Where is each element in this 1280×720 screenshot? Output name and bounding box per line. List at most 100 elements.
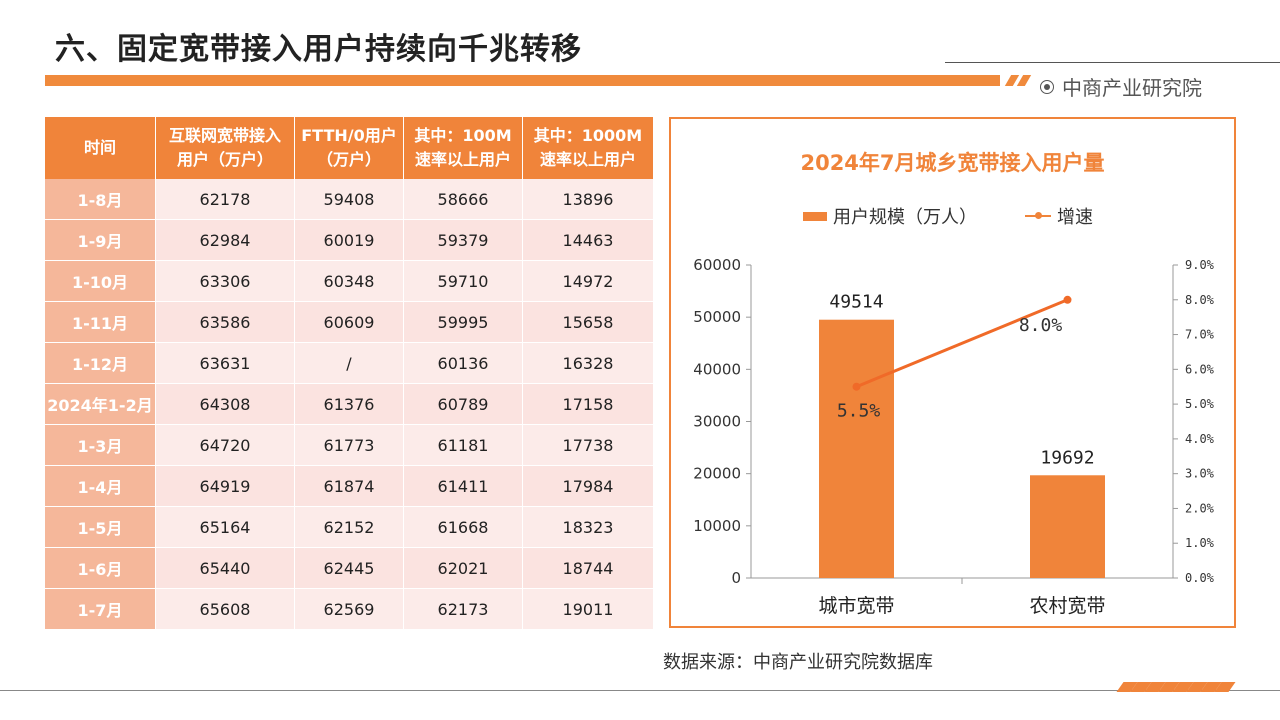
- title-slash: [1016, 75, 1032, 86]
- growth-value-label: 8.0%: [1019, 315, 1063, 336]
- table-cell: 59408: [294, 179, 404, 220]
- row-period: 1-12月: [45, 342, 156, 384]
- table-row: 1-6月 65440 62445 62021 18744: [45, 547, 654, 589]
- table-cell: 58666: [403, 179, 523, 220]
- table-cell: 14463: [522, 219, 654, 261]
- y-tick-label: 20000: [693, 465, 741, 483]
- table-cell: 63586: [155, 301, 295, 343]
- table-cell: 61181: [403, 424, 523, 466]
- bar-value-label: 49514: [829, 292, 883, 313]
- row-period: 1-6月: [45, 547, 156, 589]
- header-1000m-users: 其中：1000M 速率以上用户: [522, 117, 654, 179]
- table-cell: 65164: [155, 506, 295, 548]
- table-cell: 16328: [522, 342, 654, 384]
- y2-tick-label: 6.0%: [1185, 362, 1215, 376]
- table-cell: 61411: [403, 465, 523, 507]
- table-cell: 15658: [522, 301, 654, 343]
- table-cell: 17738: [522, 424, 654, 466]
- table-row: 1-8月 62178 59408 58666 13896: [45, 179, 654, 220]
- table-header-row: 时间 互联网宽带接入 用户（万户） FTTH/0用户 （万户） 其中：100M 速率以…: [45, 117, 654, 179]
- table-cell: 62021: [403, 547, 523, 589]
- chart-panel: 2024年7月城乡宽带接入用户量 用户规模（万人） 增速 0 10000 20000…: [669, 117, 1236, 628]
- table-cell: 59379: [403, 219, 523, 261]
- row-period: 1-11月: [45, 301, 156, 343]
- table-cell: 61773: [294, 424, 404, 466]
- table-cell: 18744: [522, 547, 654, 589]
- table-cell: 61668: [403, 506, 523, 548]
- table-cell: 63631: [155, 342, 295, 384]
- legend-line-swatch: [1025, 212, 1051, 219]
- data-table: 时间 互联网宽带接入 用户（万户） FTTH/0用户 （万户） 其中：100M 速率以…: [45, 117, 654, 630]
- bottom-divider: [0, 690, 1280, 691]
- row-period: 1-7月: [45, 588, 156, 630]
- y-tick-label: 60000: [693, 256, 741, 274]
- y2-tick-label: 4.0%: [1185, 432, 1215, 446]
- table-cell: 17158: [522, 383, 654, 425]
- y-tick-label: 40000: [693, 360, 741, 378]
- table-cell: 64919: [155, 465, 295, 507]
- table-row: 1-12月 63631/60136 16328: [45, 342, 654, 384]
- x-category-label: 城市宽带: [818, 595, 894, 617]
- table-cell: 60789: [403, 383, 523, 425]
- brand-label: 中商产业研究院: [1062, 76, 1202, 100]
- row-period: 1-5月: [45, 506, 156, 548]
- table-cell: 18323: [522, 506, 654, 548]
- row-period: 1-3月: [45, 424, 156, 466]
- table-cell: 14972: [522, 260, 654, 302]
- growth-point: [852, 382, 861, 391]
- brand-logo-icon: [1040, 79, 1054, 94]
- y2-tick-label: 3.0%: [1185, 467, 1215, 481]
- table-row: 1-3月 64720 61773 61181 17738: [45, 424, 654, 466]
- table-row: 1-11月 63586 60609 59995 15658: [45, 301, 654, 343]
- table-cell: /: [294, 342, 404, 384]
- y-tick-label: 50000: [693, 308, 741, 326]
- table-cell: 60348: [294, 260, 404, 302]
- y-tick-label: 30000: [693, 413, 741, 431]
- bar-rural: [1030, 475, 1105, 578]
- table-cell: 61874: [294, 465, 404, 507]
- chart-legend: 用户规模（万人） 增速: [803, 203, 1093, 229]
- row-period: 2024年1-2月: [45, 383, 156, 425]
- table-cell: 61376: [294, 383, 404, 425]
- y2-tick-label: 9.0%: [1185, 258, 1215, 272]
- row-period: 1-10月: [45, 260, 156, 302]
- top-divider: [945, 62, 1280, 63]
- table-row: 1-5月 65164 62152 61668 18323: [45, 506, 654, 548]
- y-tick-label: 10000: [693, 517, 741, 535]
- table-cell: 60609: [294, 301, 404, 343]
- y-tick-label: 0: [731, 569, 741, 587]
- table-cell: 62173: [403, 588, 523, 630]
- title-underline: [45, 75, 1000, 86]
- table-row: 2024年1-2月 64308 61376 60789 17158: [45, 383, 654, 425]
- table-cell: 64308: [155, 383, 295, 425]
- row-period: 1-4月: [45, 465, 156, 507]
- y2-tick-label: 1.0%: [1185, 536, 1215, 550]
- brand: 中商产业研究院: [1040, 72, 1202, 101]
- table-row: 1-10月 63306 60348 59710 14972: [45, 260, 654, 302]
- page-title: 六、固定宽带接入用户持续向千兆转移: [55, 32, 582, 67]
- growth-value-label: 5.5%: [837, 401, 881, 422]
- header-broadband-users: 互联网宽带接入 用户（万户）: [155, 117, 295, 179]
- table-cell: 62984: [155, 219, 295, 261]
- table-cell: 62178: [155, 179, 295, 220]
- table-cell: 62152: [294, 506, 404, 548]
- table-cell: 64720: [155, 424, 295, 466]
- growth-line: [855, 298, 1069, 389]
- row-period: 1-9月: [45, 219, 156, 261]
- chart-title: 2024年7月城乡宽带接入用户量: [800, 151, 1105, 175]
- table-cell: 13896: [522, 179, 654, 220]
- y2-tick-label: 5.0%: [1185, 397, 1215, 411]
- legend-line-label: 增速: [1057, 207, 1093, 228]
- y2-tick-label: 0.0%: [1185, 571, 1215, 585]
- table-cell: 62569: [294, 588, 404, 630]
- growth-point: [1063, 295, 1072, 304]
- table-cell: 17984: [522, 465, 654, 507]
- table-cell: 65608: [155, 588, 295, 630]
- legend-bar-label: 用户规模（万人）: [833, 207, 977, 228]
- legend-bar-swatch: [803, 211, 827, 221]
- table-cell: 65440: [155, 547, 295, 589]
- y2-tick-label: 7.0%: [1185, 328, 1215, 342]
- table-cell: 59710: [403, 260, 523, 302]
- table-cell: 60136: [403, 342, 523, 384]
- table-cell: 59995: [403, 301, 523, 343]
